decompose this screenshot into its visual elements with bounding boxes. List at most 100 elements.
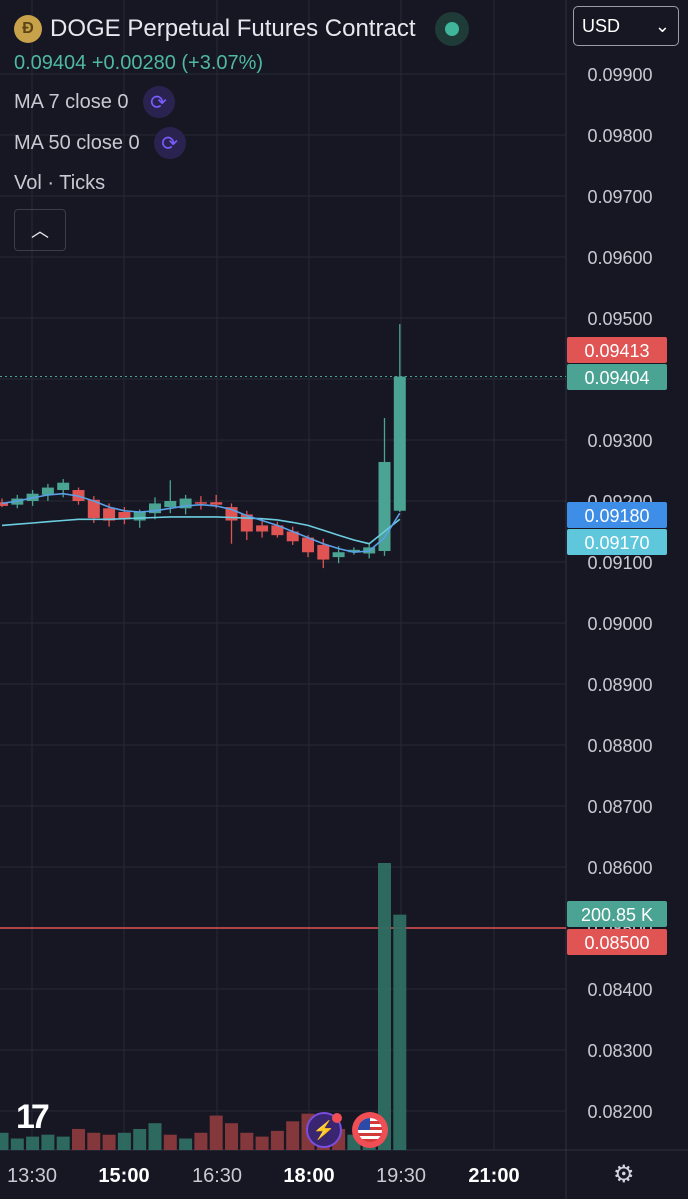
price-tick-label: 0.08600 (587, 858, 652, 878)
volume-bar (148, 1123, 162, 1150)
price-tick-label: 0.09600 (587, 248, 652, 268)
volume-bar (102, 1134, 116, 1150)
candle-body (57, 482, 70, 491)
indicator-ma7-label: MA 7 close 0 (14, 90, 129, 113)
price-tick-label: 0.09300 (587, 431, 652, 451)
candle-body (118, 511, 131, 520)
volume-bar (194, 1132, 208, 1150)
price-tick-label: 0.09100 (587, 553, 652, 573)
gear-icon[interactable]: ⚙ (613, 1161, 635, 1188)
candle-body (87, 499, 100, 519)
price-label-text: 0.09413 (584, 341, 649, 361)
volume-bar (179, 1138, 193, 1150)
price-tick-label: 0.08200 (587, 1102, 652, 1122)
time-tick-label: 16:30 (192, 1165, 242, 1187)
candle-body (302, 537, 314, 553)
candle-body (103, 508, 116, 521)
candle-body (194, 502, 207, 504)
us-flag-icon[interactable] (352, 1112, 388, 1148)
candle-body (271, 525, 284, 536)
price-tick-label: 0.09900 (587, 65, 652, 85)
volume-bar (225, 1123, 238, 1150)
volume-bar (286, 1121, 300, 1150)
volume-bar (72, 1128, 85, 1150)
volume-bar (378, 863, 391, 1150)
price-label-text: 200.85 K (581, 905, 653, 925)
doge-coin-icon: Ð (14, 15, 42, 43)
symbol-title[interactable]: DOGE Perpetual Futures Contract (50, 15, 416, 42)
price-label-box (567, 364, 667, 390)
candle-body (317, 544, 330, 560)
price-label-text: 0.09180 (584, 506, 649, 526)
volume-bar (56, 1136, 70, 1150)
currency-select[interactable]: USD ⌄ (573, 6, 679, 46)
price-label-box (567, 901, 667, 927)
price-tick-label: 0.08300 (587, 1041, 652, 1061)
candle-body (133, 511, 146, 521)
candle-body (332, 552, 345, 558)
price-tick-label: 0.08700 (587, 797, 652, 817)
chevron-up-icon: ︿ (31, 221, 49, 241)
price-tick-label: 0.09500 (587, 309, 652, 329)
volume-bar (270, 1130, 284, 1150)
tradingview-logo[interactable]: 17 (16, 1098, 50, 1136)
price-label-box (567, 929, 667, 955)
volume-legend[interactable]: Vol · Ticks (14, 172, 106, 194)
quote-readout: 0.09404 +0.00280 (+3.07%) (14, 52, 264, 74)
price-label-text: 0.09404 (584, 368, 649, 388)
price-tick-label: 0.09700 (587, 187, 652, 207)
ma7-line (1, 492, 401, 554)
notification-dot (332, 1113, 342, 1123)
header-title-row: Ð DOGE Perpetual Futures Contract (14, 12, 470, 46)
price-label-box (567, 529, 667, 555)
refresh-icon[interactable]: ⟳ (153, 127, 186, 159)
lightning-icon[interactable]: ⚡ (306, 1112, 342, 1148)
candle-body (256, 525, 269, 532)
volume-bar (117, 1132, 131, 1150)
volume-bar (163, 1134, 177, 1150)
price-label-text: 0.09170 (584, 533, 649, 553)
volume-bar (209, 1115, 223, 1150)
indicator-ma7[interactable]: MA 7 close 0 ⟳ (14, 86, 175, 118)
volume-bar (10, 1138, 24, 1150)
indicator-ma50-label: MA 50 close 0 (14, 131, 140, 154)
volume-bar (393, 914, 407, 1150)
volume-bar (87, 1132, 101, 1150)
price-label-text: 0.08500 (584, 933, 649, 953)
currency-label: USD (582, 15, 621, 36)
candle-body (286, 531, 299, 542)
time-tick-label: 21:00 (468, 1165, 519, 1187)
candle-body (0, 502, 8, 506)
volume-bar (0, 1132, 9, 1150)
time-tick-label: 13:30 (7, 1165, 57, 1187)
price-tick-label: 0.08800 (587, 736, 652, 756)
time-tick-label: 15:00 (98, 1165, 149, 1187)
volume-bar (133, 1128, 147, 1150)
chevron-down-icon: ⌄ (654, 15, 670, 36)
price-label-box (567, 337, 667, 363)
time-tick-label: 19:30 (376, 1165, 426, 1187)
candle-body (41, 487, 54, 495)
candle-body (393, 376, 406, 511)
indicator-ma50[interactable]: MA 50 close 0 ⟳ (14, 127, 186, 159)
candle-body (149, 503, 161, 514)
ma50-line (1, 516, 401, 545)
refresh-icon[interactable]: ⟳ (142, 86, 175, 118)
volume-bar (41, 1134, 55, 1150)
price-label-box (567, 502, 667, 528)
time-tick-label: 18:00 (283, 1165, 334, 1187)
volume-bar (240, 1132, 254, 1150)
price-tick-label: 0.08400 (587, 980, 652, 1000)
price-tick-label: 0.09000 (587, 614, 652, 634)
volume-bar (26, 1136, 40, 1150)
volume-bar (255, 1136, 269, 1150)
candle-body (210, 502, 223, 505)
market-status-icon (435, 12, 470, 46)
candle-body (347, 549, 360, 553)
price-tick-label: 0.09800 (587, 126, 652, 146)
price-tick-label: 0.08900 (587, 675, 652, 695)
candle-body (164, 501, 177, 508)
collapse-legend-button[interactable]: ︿ (14, 209, 66, 251)
candle-body (179, 498, 192, 509)
